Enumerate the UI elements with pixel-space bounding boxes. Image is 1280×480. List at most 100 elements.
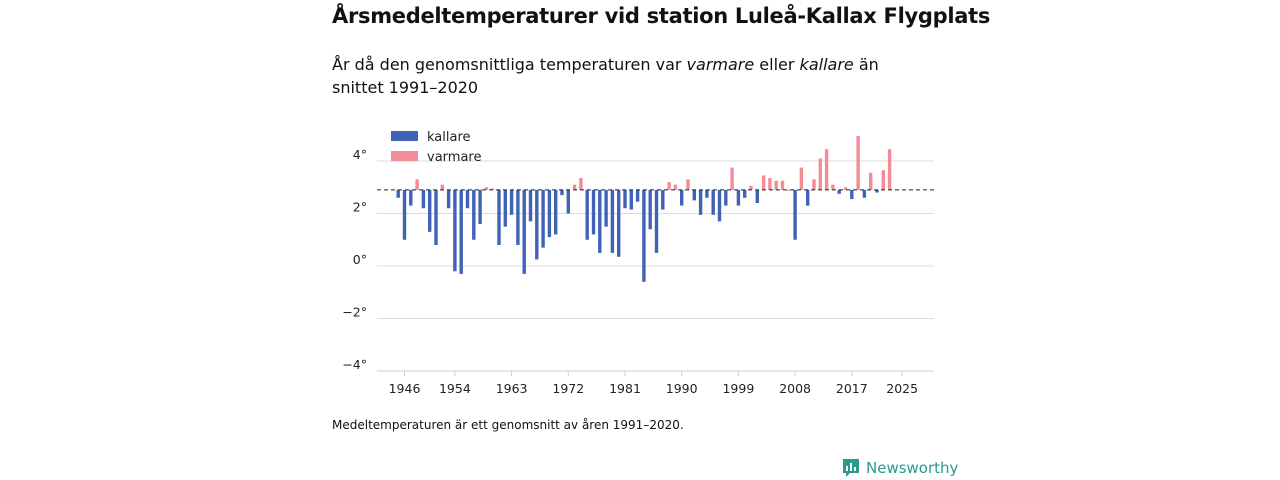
legend-label-warm: varmare <box>427 150 481 165</box>
bar-1967 <box>535 189 539 260</box>
y-tick-label: −2° <box>342 305 367 320</box>
bar-2019 <box>862 189 867 198</box>
bar-1985 <box>648 189 652 230</box>
bar-2003 <box>761 175 766 190</box>
subtitle-mid: eller <box>754 55 800 74</box>
y-tick-label: −4° <box>342 357 367 372</box>
bar-1978 <box>604 189 608 227</box>
bar-2010 <box>806 189 810 206</box>
bar-1946 <box>402 189 407 240</box>
bar-2001 <box>749 185 753 190</box>
chart-subtitle: År då den genomsnittliga temperaturen va… <box>332 53 932 99</box>
bar-1979 <box>610 189 615 253</box>
bar-2016 <box>843 187 848 190</box>
bar-1957 <box>472 189 476 240</box>
bar-1992 <box>692 189 696 201</box>
bar-1958 <box>478 189 482 224</box>
bar-1987 <box>661 189 665 210</box>
bar-1983 <box>635 189 640 202</box>
bar-2007 <box>787 189 791 191</box>
bar-1948 <box>415 179 419 190</box>
bar-1955 <box>459 189 463 274</box>
legend: kallare varmare <box>391 130 481 165</box>
bar-2023 <box>887 149 892 190</box>
bar-2011 <box>812 179 816 190</box>
bar-1954 <box>453 189 457 272</box>
bar-2012 <box>818 158 822 190</box>
bar-1998 <box>730 167 734 190</box>
bar-1974 <box>579 178 583 190</box>
bar-1982 <box>629 189 633 210</box>
bar-1962 <box>503 189 507 227</box>
x-tick-label: 1981 <box>609 381 641 396</box>
bar-1966 <box>528 189 533 222</box>
bar-1947 <box>409 189 413 206</box>
bar-1961 <box>497 189 501 245</box>
bar-2021 <box>875 189 879 193</box>
legend-swatch-warm <box>391 151 418 161</box>
bar-1969 <box>547 189 552 238</box>
bar-2015 <box>837 189 841 194</box>
bar-1976 <box>591 189 596 235</box>
bar-1981 <box>623 189 627 209</box>
bar-2014 <box>831 184 835 190</box>
x-tick-label: 2008 <box>779 381 811 396</box>
subtitle-cold: kallare <box>799 55 854 74</box>
legend-label-cold: kallare <box>427 130 471 145</box>
bar-1950 <box>428 189 432 232</box>
bar-1988 <box>667 182 671 190</box>
bar-1975 <box>585 189 589 240</box>
x-tick-label: 1963 <box>496 381 528 396</box>
x-tick-label: 1946 <box>389 381 421 396</box>
bar-1977 <box>598 189 602 253</box>
bar-2009 <box>799 167 804 190</box>
bar-2002 <box>755 189 759 203</box>
y-axis: 4° 2° 0° −2° −4° <box>342 147 367 372</box>
y-tick-label: 2° <box>353 200 367 215</box>
x-tick-label: 1999 <box>722 381 754 396</box>
bar-1993 <box>698 189 703 215</box>
bars <box>396 136 892 282</box>
x-tick-label: 2017 <box>836 381 868 396</box>
bar-1986 <box>654 189 659 253</box>
bar-1951 <box>434 189 438 245</box>
bar-2006 <box>780 180 785 190</box>
chart-title: Årsmedeltemperaturer vid station Luleå-K… <box>332 4 991 28</box>
brand-label: Newsworthy <box>866 459 959 477</box>
brand-logo[interactable]: Newsworthy <box>842 458 958 478</box>
bar-2017 <box>850 189 854 200</box>
subtitle-post: än snittet 1991–2020 <box>332 55 879 97</box>
bar-2008 <box>793 189 797 240</box>
bar-1945 <box>396 189 400 198</box>
bar-2022 <box>881 170 885 190</box>
bar-1980 <box>617 189 621 257</box>
bar-1949 <box>421 189 426 209</box>
bar-1997 <box>724 189 728 206</box>
bar-1953 <box>446 189 451 209</box>
subtitle-warm: varmare <box>686 55 755 74</box>
bar-1956 <box>465 189 470 209</box>
bar-1952 <box>440 184 444 190</box>
bar-1990 <box>680 189 684 206</box>
bar-1968 <box>541 189 545 248</box>
bar-1995 <box>711 189 715 215</box>
bar-1972 <box>566 189 570 214</box>
bar-1973 <box>572 184 577 190</box>
bar-1965 <box>522 189 526 274</box>
x-axis: 1946 1954 1963 1972 1981 1990 1999 2008 2017 2025 <box>377 370 934 396</box>
x-tick-label: 2025 <box>886 381 918 396</box>
bar-1960 <box>491 188 495 190</box>
bar-2020 <box>869 172 873 190</box>
source-note: Medeltemperaturen är ett genomsnitt av å… <box>332 418 684 432</box>
bar-2004 <box>768 178 772 190</box>
bar-1964 <box>516 189 520 245</box>
bar-2013 <box>824 149 829 190</box>
x-tick-label: 1972 <box>552 381 584 396</box>
bar-1963 <box>509 189 514 215</box>
bar-1999 <box>736 189 741 206</box>
bar-1970 <box>554 189 558 235</box>
bar-1994 <box>705 189 709 198</box>
bar-1989 <box>673 184 678 190</box>
x-tick-label: 1954 <box>439 381 471 396</box>
